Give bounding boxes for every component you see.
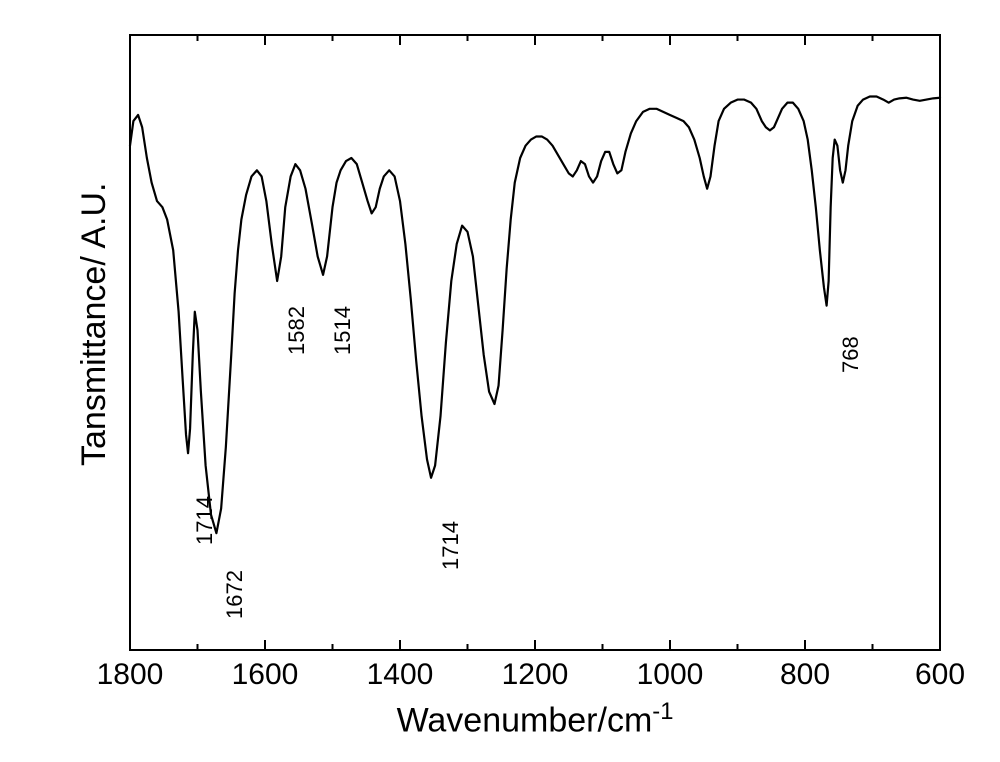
peak-label: 1672 [222, 570, 248, 619]
y-axis-label: Tansmittance/ A.U. [75, 182, 114, 465]
peak-label: 1714 [438, 521, 464, 570]
peak-label: 1714 [192, 496, 218, 545]
ftir-figure: 18001600140012001000800600 1714167215821… [0, 0, 1000, 762]
x-tick-label: 1200 [502, 658, 569, 692]
x-tick-label: 1600 [232, 658, 299, 692]
x-tick-label: 1400 [367, 658, 434, 692]
peak-label: 1582 [284, 306, 310, 355]
x-axis-label-text: Wavenumber/cm [397, 701, 653, 739]
x-axis-label: Wavenumber/cm-1 [397, 698, 674, 740]
x-tick-label: 600 [915, 658, 965, 692]
plot-svg [0, 0, 1000, 762]
x-axis-label-sup: -1 [652, 698, 673, 725]
peak-label: 1514 [330, 306, 356, 355]
x-tick-label: 1000 [637, 658, 704, 692]
x-tick-label: 1800 [97, 658, 164, 692]
x-tick-label: 800 [780, 658, 830, 692]
y-axis-label-text: Tansmittance/ A.U. [75, 182, 113, 465]
peak-label: 768 [838, 337, 864, 374]
